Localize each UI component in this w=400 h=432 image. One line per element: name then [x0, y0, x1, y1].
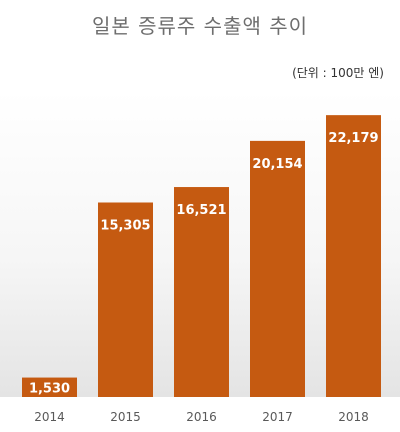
- bars-group: 1,530 15,305 16,521 20,154 22,179: [22, 115, 381, 397]
- bar-2016: [174, 187, 229, 397]
- x-tick-label: 2014: [34, 410, 65, 424]
- bar-value-label: 16,521: [176, 203, 226, 218]
- bar-2017: [250, 140, 305, 397]
- bar-2018: [326, 115, 381, 397]
- x-tick-label: 2016: [186, 410, 217, 424]
- x-tick-label: 2015: [110, 410, 141, 424]
- unit-note: (단위 : 100만 엔): [292, 66, 384, 80]
- bar-value-label: 20,154: [252, 157, 302, 172]
- bar-value-label: 22,179: [328, 131, 378, 146]
- chart-title: 일본 증류주 수출액 추이: [91, 14, 309, 38]
- x-tick-label: 2017: [262, 410, 293, 424]
- bar-value-label: 15,305: [100, 218, 150, 233]
- bar-value-label: 1,530: [29, 381, 70, 396]
- x-ticks-group: 2014 2015 2016 2017 2018: [34, 410, 369, 424]
- x-tick-label: 2018: [338, 410, 369, 424]
- bar-2015: [98, 202, 153, 397]
- bar-2014: [22, 377, 77, 397]
